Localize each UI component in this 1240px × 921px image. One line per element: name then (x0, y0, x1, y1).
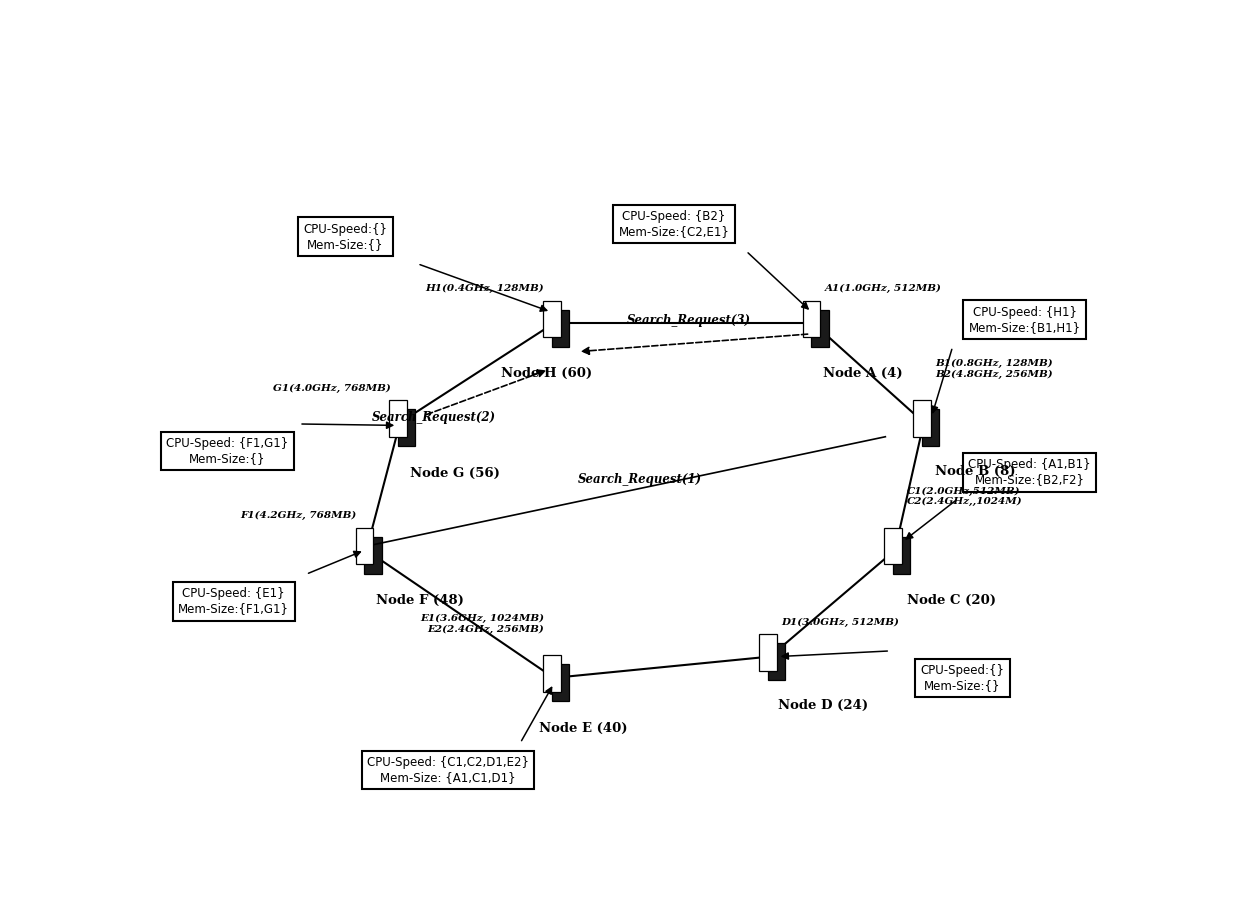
Text: H1(0.4GHz, 128MB): H1(0.4GHz, 128MB) (425, 285, 544, 294)
FancyBboxPatch shape (768, 643, 785, 680)
Text: Node G (56): Node G (56) (409, 467, 500, 480)
Text: Search_Request(3): Search_Request(3) (626, 314, 750, 327)
Text: CPU-Speed: {B2}
Mem-Size:{C2,E1}: CPU-Speed: {B2} Mem-Size:{C2,E1} (619, 210, 729, 238)
FancyBboxPatch shape (802, 300, 820, 337)
Text: CPU-Speed: {F1,G1}
Mem-Size:{}: CPU-Speed: {F1,G1} Mem-Size:{} (166, 437, 288, 465)
Text: Node C (20): Node C (20) (906, 594, 996, 607)
Text: CPU-Speed:{}
Mem-Size:{}: CPU-Speed:{} Mem-Size:{} (920, 664, 1004, 692)
FancyBboxPatch shape (543, 300, 560, 337)
Text: Node H (60): Node H (60) (501, 367, 591, 380)
Text: C1(2.0GHz,512MB)
C2(2.4GHz,,1024M): C1(2.0GHz,512MB) C2(2.4GHz,,1024M) (906, 486, 1022, 507)
FancyBboxPatch shape (893, 537, 910, 574)
Text: CPU-Speed: {A1,B1}
Mem-Size:{B2,F2}: CPU-Speed: {A1,B1} Mem-Size:{B2,F2} (968, 458, 1091, 486)
Text: Node D (24): Node D (24) (777, 699, 868, 712)
Text: Search_Request(1): Search_Request(1) (578, 473, 702, 486)
Text: Node A (4): Node A (4) (823, 367, 903, 380)
Text: F1(4.2GHz, 768MB): F1(4.2GHz, 768MB) (241, 511, 357, 520)
Text: CPU-Speed: {H1}
Mem-Size:{B1,H1}: CPU-Speed: {H1} Mem-Size:{B1,H1} (968, 306, 1081, 333)
Text: E1(3.6GHz, 1024MB)
E2(2.4GHz, 256MB): E1(3.6GHz, 1024MB) E2(2.4GHz, 256MB) (420, 614, 544, 634)
Text: CPU-Speed:{}
Mem-Size:{}: CPU-Speed:{} Mem-Size:{} (304, 223, 387, 251)
FancyBboxPatch shape (811, 309, 828, 346)
FancyBboxPatch shape (398, 409, 415, 446)
FancyBboxPatch shape (365, 537, 382, 574)
FancyBboxPatch shape (913, 400, 930, 437)
Text: Node F (48): Node F (48) (376, 594, 464, 607)
Text: Search_Request(2): Search_Request(2) (372, 411, 496, 424)
FancyBboxPatch shape (552, 664, 569, 701)
Text: CPU-Speed: {C1,C2,D1,E2}
Mem-Size: {A1,C1,D1}: CPU-Speed: {C1,C2,D1,E2} Mem-Size: {A1,C… (367, 756, 529, 784)
FancyBboxPatch shape (921, 409, 939, 446)
FancyBboxPatch shape (543, 655, 560, 692)
Text: G1(4.0GHz, 768MB): G1(4.0GHz, 768MB) (273, 384, 391, 392)
Text: D1(3.0GHz, 512MB): D1(3.0GHz, 512MB) (781, 618, 899, 627)
FancyBboxPatch shape (356, 528, 373, 565)
Text: CPU-Speed: {E1}
Mem-Size:{F1,G1}: CPU-Speed: {E1} Mem-Size:{F1,G1} (179, 588, 289, 615)
FancyBboxPatch shape (552, 309, 569, 346)
FancyBboxPatch shape (389, 400, 407, 437)
Text: B1(0.8GHz, 128MB)
B2(4.8GHz, 256MB): B1(0.8GHz, 128MB) B2(4.8GHz, 256MB) (935, 359, 1053, 379)
Text: A1(1.0GHz, 512MB): A1(1.0GHz, 512MB) (825, 285, 941, 294)
FancyBboxPatch shape (759, 634, 776, 670)
Text: Node E (40): Node E (40) (539, 722, 627, 735)
Text: Node B (8): Node B (8) (935, 465, 1016, 478)
FancyBboxPatch shape (884, 528, 901, 565)
